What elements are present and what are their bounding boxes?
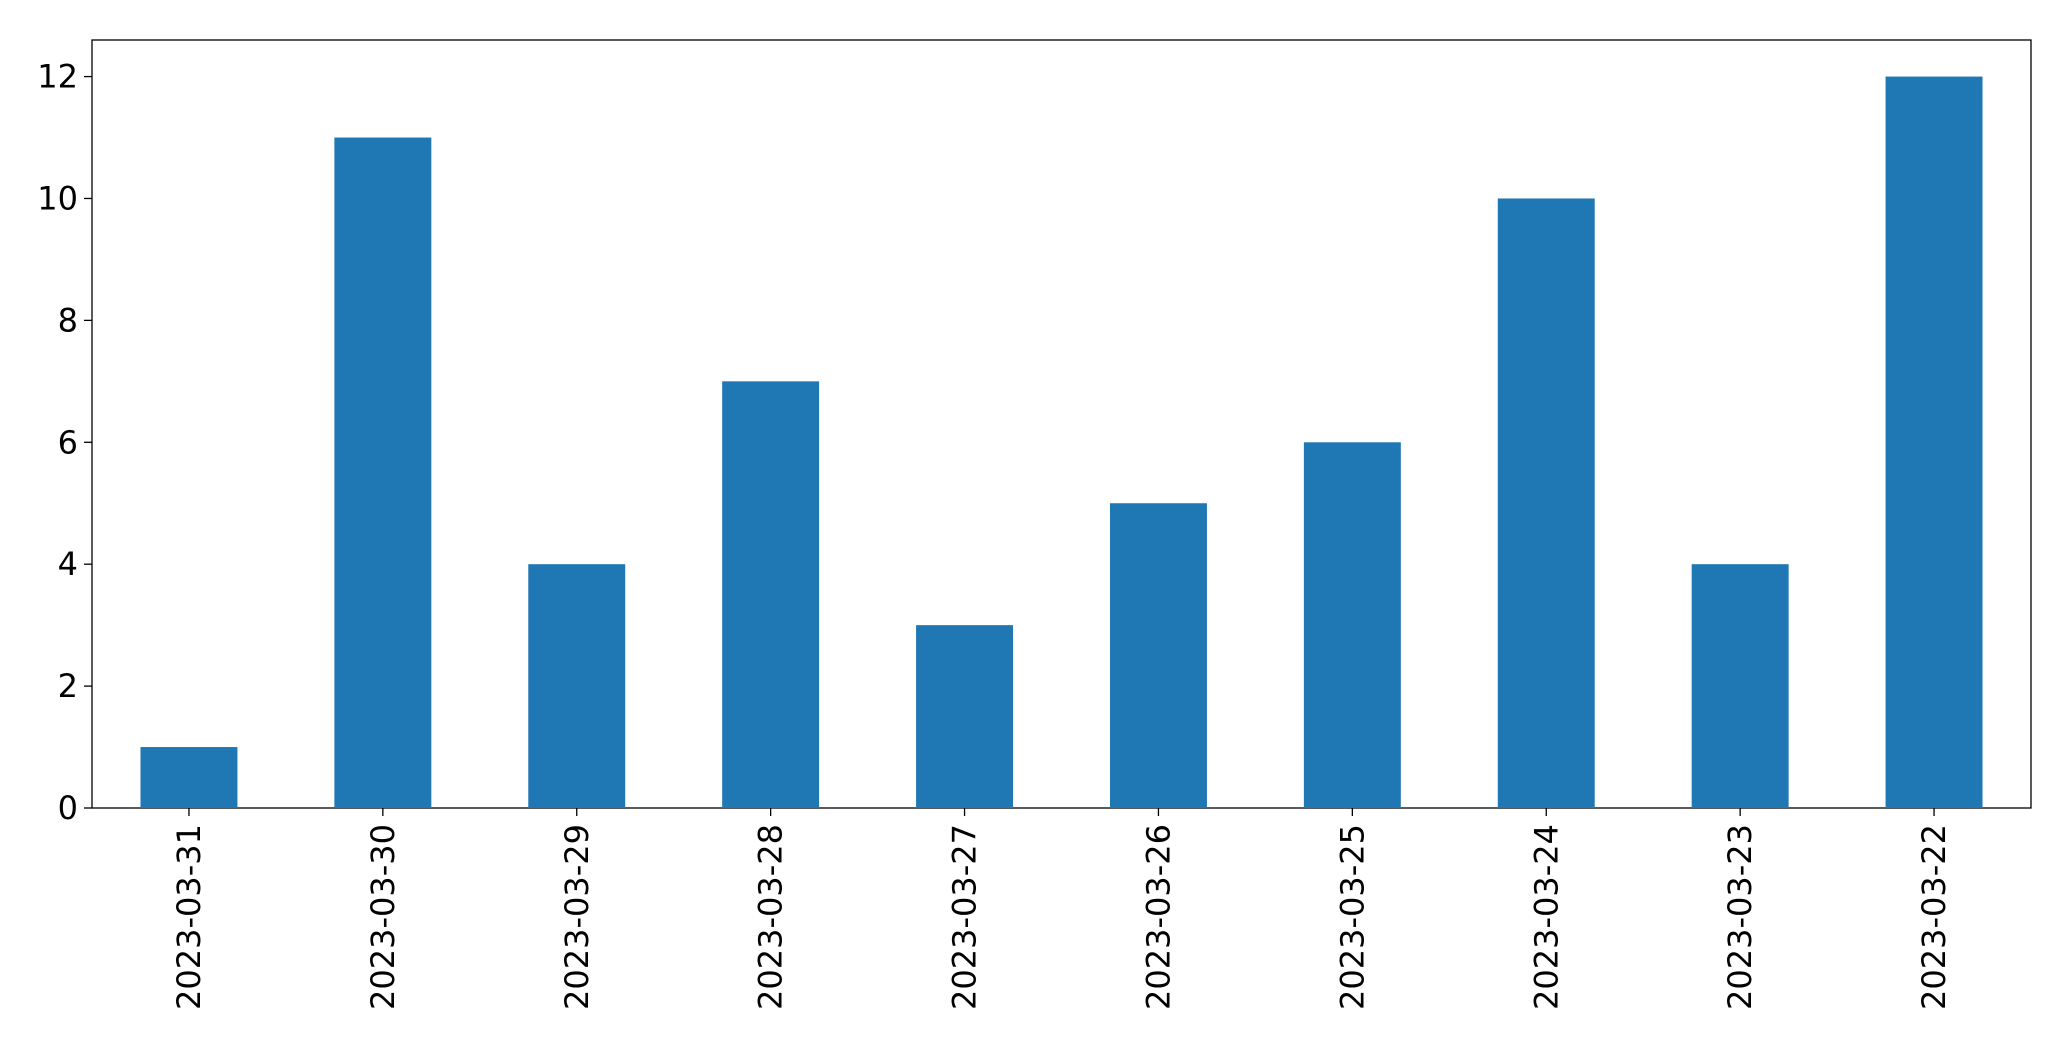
bar [334,137,432,808]
bar [1691,564,1789,808]
x-tick-label: 2023-03-27 [946,824,984,1010]
y-tick-label: 0 [58,789,78,827]
bar [1885,76,1983,809]
x-tick-label: 2023-03-26 [1139,824,1177,1010]
x-tick-label: 2023-03-25 [1333,824,1371,1010]
y-tick-label: 10 [37,179,78,217]
x-tick-label: 2023-03-31 [170,824,208,1010]
y-tick-label: 2 [58,667,78,705]
x-tick-label: 2023-03-28 [752,824,790,1010]
bar [140,747,238,808]
y-tick-label: 8 [58,301,78,339]
x-tick-label: 2023-03-23 [1721,824,1759,1010]
bar [528,564,626,808]
bar [722,381,820,808]
x-tick-label: 2023-03-29 [558,824,596,1010]
bar [1109,503,1207,808]
x-tick-label: 2023-03-22 [1915,824,1953,1010]
x-tick-label: 2023-03-30 [364,824,402,1010]
bar [1303,442,1401,808]
bar [916,625,1014,808]
y-tick-label: 4 [58,545,78,583]
y-tick-label: 6 [58,423,78,461]
plot-frame [91,39,2032,809]
bar [1497,198,1595,808]
y-tick-label: 12 [37,58,78,96]
x-tick-label: 2023-03-24 [1527,824,1565,1010]
